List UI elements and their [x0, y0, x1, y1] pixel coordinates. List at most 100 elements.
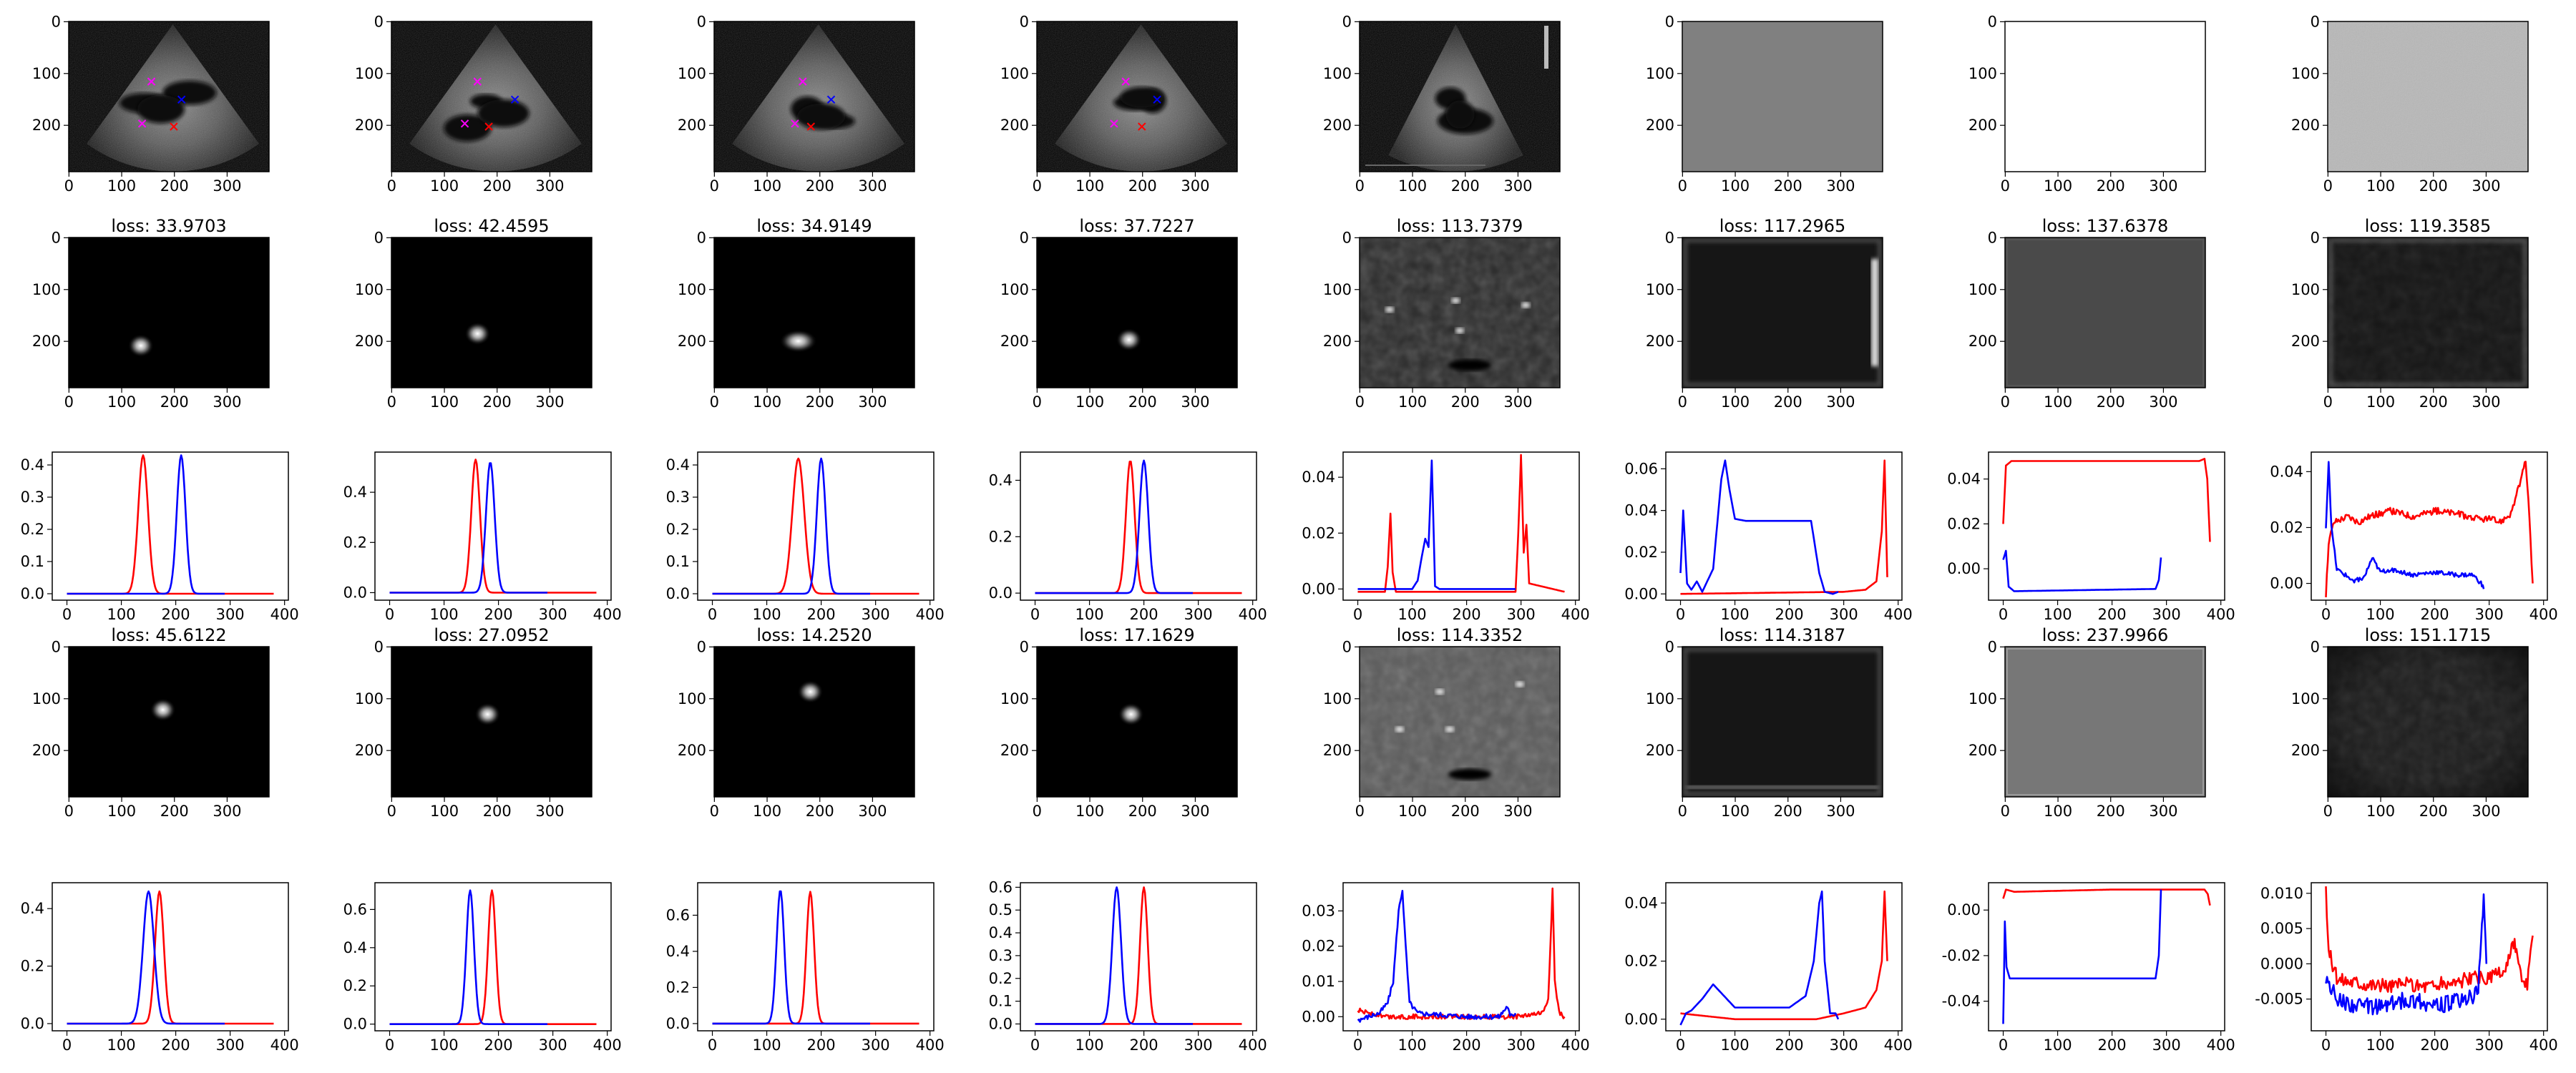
x-tick-label: 100: [1721, 1037, 1750, 1054]
blue-series-line: [712, 890, 870, 1025]
landmark-marker: [484, 122, 493, 131]
x-tick-label: 0: [2323, 177, 2333, 195]
blue-series-line: [1035, 459, 1193, 594]
landmark-marker: [177, 95, 186, 104]
red-series-line: [1680, 459, 1888, 595]
image-panel: 0 100 200 300 0 100 200: [32, 13, 270, 195]
y-tick-label: 0: [697, 229, 706, 246]
axes-frame: [2311, 882, 2548, 1032]
axes-frame: [2327, 21, 2529, 172]
panel-title: loss: 119.3585: [2365, 216, 2492, 236]
image-panel: 0 100 200 300 0 100 200: [1323, 13, 1561, 195]
y-tick-label: 100: [32, 65, 61, 82]
y-tick-label: 200: [1323, 117, 1352, 134]
y-tick-label: 0: [1020, 638, 1029, 655]
x-tick-label: 100: [753, 393, 781, 411]
x-tick-label: 200: [2419, 177, 2448, 195]
blue-series-line: [67, 890, 225, 1025]
y-tick-label: 0.6: [666, 906, 690, 923]
y-tick-label: 0: [374, 638, 384, 655]
y-tick-label: 100: [1000, 65, 1029, 82]
x-tick-label: 200: [807, 606, 836, 623]
y-tick-label: 0: [52, 229, 61, 246]
y-tick-label: 200: [32, 742, 61, 759]
red-series-line: [1357, 887, 1566, 1020]
x-tick-label: 200: [1451, 177, 1480, 195]
y-tick-label: 0: [1665, 13, 1674, 30]
x-tick-label: 200: [2098, 1037, 2127, 1054]
panel-title: loss: 14.2520: [756, 625, 872, 645]
axes-frame: [374, 451, 612, 601]
image-panel: 0 100 200 300 0 100 200 loss: 117.2965: [1646, 216, 1883, 411]
line-chart-panel: 0 100 200 300 400 0.0 0.2 0.4: [989, 451, 1267, 623]
flat-gray-image: [1682, 21, 1883, 172]
y-tick-label: 200: [1323, 742, 1352, 759]
x-tick-label: 100: [1721, 177, 1750, 195]
heatmap-hotspot: [1521, 302, 1531, 308]
heatmap-background: [714, 237, 914, 388]
x-tick-label: 0: [1355, 393, 1365, 411]
red-series-line: [2325, 461, 2534, 597]
x-tick-label: 300: [2152, 606, 2181, 623]
x-tick-label: 400: [1884, 606, 1913, 623]
x-tick-label: 0: [64, 177, 74, 195]
x-tick-label: 0: [1678, 803, 1687, 820]
x-tick-label: 300: [858, 803, 887, 820]
y-tick-label: 100: [1646, 690, 1674, 707]
panel-title: loss: 151.1715: [2365, 625, 2492, 645]
y-tick-label: 0: [374, 13, 384, 30]
heatmap-hotspot: [1445, 726, 1454, 733]
y-tick-label: 100: [32, 690, 61, 707]
chamber-shadow: [444, 114, 492, 142]
x-tick-label: 300: [213, 803, 241, 820]
scale-line: [1365, 165, 1485, 166]
landmark-marker: [1153, 95, 1161, 104]
x-tick-label: 400: [1884, 1037, 1913, 1054]
axes-frame: [697, 451, 935, 601]
x-tick-label: 200: [1128, 393, 1157, 411]
axes-frame: [2311, 451, 2548, 601]
y-tick-label: 0.02: [1624, 544, 1658, 561]
red-series-line: [67, 890, 274, 1025]
x-tick-label: 300: [1181, 393, 1209, 411]
x-tick-label: 200: [1451, 803, 1480, 820]
heatmap-peak: [1118, 702, 1144, 726]
y-tick-label: 0.04: [1624, 894, 1658, 911]
x-tick-label: 100: [2366, 393, 2395, 411]
x-tick-label: 0: [387, 177, 396, 195]
y-tick-label: 0.02: [1624, 953, 1658, 970]
y-tick-label: 100: [1323, 65, 1352, 82]
x-tick-label: 0: [385, 606, 394, 623]
y-tick-label: 0.02: [1947, 515, 1981, 532]
image-panel: 0 100 200 300 0 100 200: [1000, 13, 1238, 195]
y-tick-label: 0.2: [343, 977, 367, 994]
y-tick-label: 0.5: [989, 901, 1013, 918]
blue-series-line: [2325, 461, 2485, 589]
x-tick-label: 0: [710, 177, 719, 195]
axes-frame: [2004, 237, 2206, 388]
y-tick-label: 0.0: [989, 1015, 1013, 1032]
panel-title: loss: 114.3187: [1719, 625, 1846, 645]
x-tick-label: 200: [483, 393, 512, 411]
x-tick-label: 0: [1030, 606, 1040, 623]
landmark-marker: [473, 77, 482, 86]
x-tick-label: 400: [270, 1037, 299, 1054]
y-tick-label: 200: [32, 333, 61, 350]
heatmap-border: [2006, 239, 2204, 386]
y-tick-label: 0: [697, 13, 706, 30]
image-panel: 0 100 200 300 0 100 200 loss: 27.0952: [355, 625, 592, 820]
x-tick-label: 300: [1503, 393, 1532, 411]
x-tick-label: 100: [107, 393, 136, 411]
heatmap-edge-bright: [1687, 785, 1878, 789]
x-tick-label: 0: [2001, 393, 2010, 411]
x-tick-label: 300: [1507, 606, 1536, 623]
x-tick-label: 100: [430, 177, 459, 195]
y-tick-label: 0: [1665, 638, 1674, 655]
x-tick-label: 300: [1826, 803, 1855, 820]
x-tick-label: 100: [753, 177, 781, 195]
y-tick-label: 200: [2291, 117, 2320, 134]
x-tick-label: 300: [216, 606, 245, 623]
x-tick-label: 200: [2097, 177, 2125, 195]
line-chart-panel: 0 100 200 300 400 0.0 0.1 0.2 0.3 0.4: [21, 451, 299, 623]
x-tick-label: 400: [593, 1037, 622, 1054]
